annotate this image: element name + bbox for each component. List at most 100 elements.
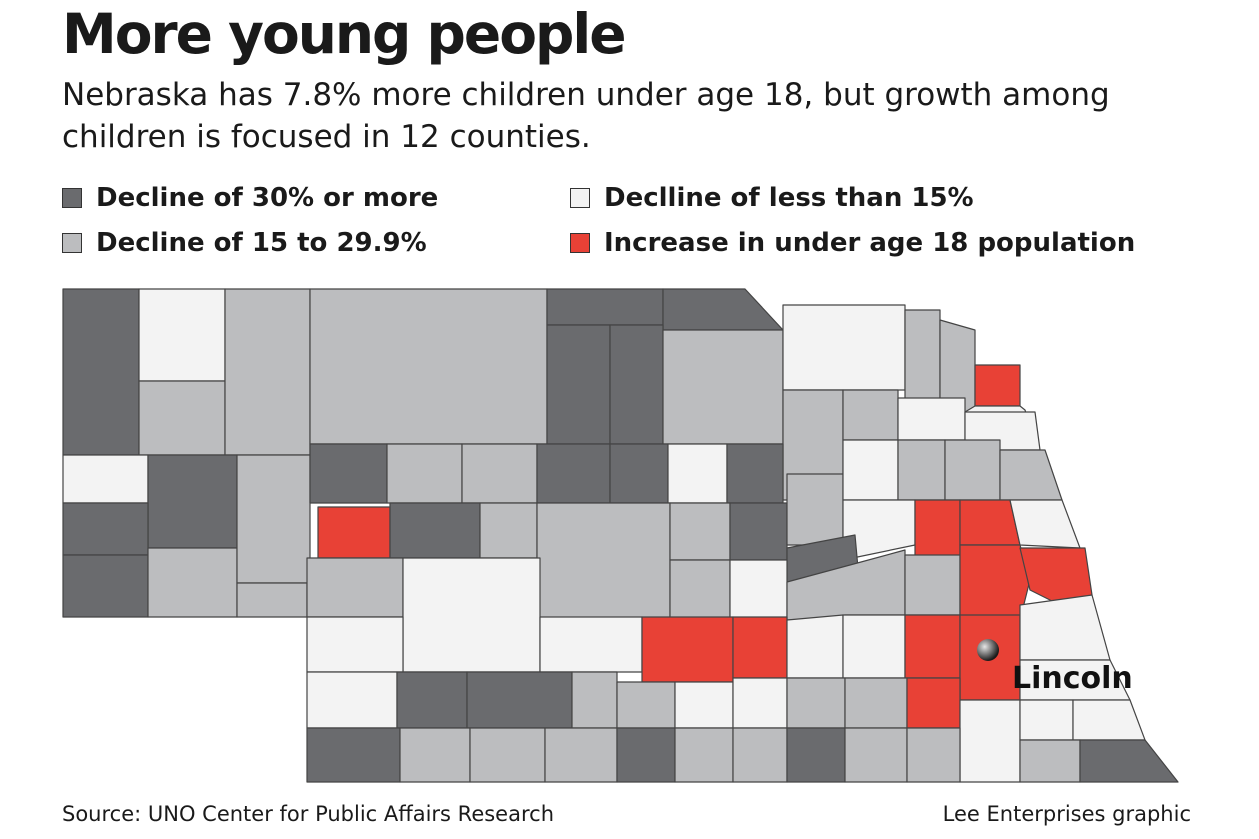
county-region [906, 677, 961, 729]
credit-note: Lee Enterprises graphic [942, 802, 1191, 826]
county-region [674, 681, 734, 729]
county-region [732, 677, 788, 729]
county-region [317, 506, 391, 559]
county-region [306, 727, 401, 783]
county-region [62, 288, 140, 456]
county-region [906, 727, 961, 783]
county-region [1072, 699, 1146, 741]
county-region [786, 727, 846, 783]
county-region [729, 502, 788, 561]
county-region [1019, 699, 1074, 741]
county-region [609, 324, 664, 445]
county-region [641, 616, 734, 683]
county-region [479, 502, 538, 559]
county-region [236, 582, 308, 618]
legend-swatch-light [570, 188, 590, 208]
county-region [726, 443, 784, 504]
county-region [461, 443, 538, 504]
county-region [904, 554, 961, 616]
county-region [974, 364, 1021, 407]
county-region [389, 502, 481, 559]
county-region [842, 614, 906, 679]
legend-swatch-dark [62, 188, 82, 208]
county-region [897, 439, 946, 501]
county-region [1009, 499, 1081, 549]
county-region [786, 677, 846, 729]
county-region [1019, 594, 1111, 661]
county-region [609, 443, 669, 504]
county-region [1019, 739, 1081, 783]
county-region [306, 557, 404, 618]
county-region [732, 727, 788, 783]
county-region [399, 727, 471, 783]
county-region [306, 671, 398, 729]
county-region [147, 547, 238, 618]
legend-label: Increase in under age 18 population [604, 228, 1136, 258]
lincoln-marker: Lincoln [977, 639, 1133, 696]
county-region [147, 454, 238, 549]
legend-label: Decline of 30% or more [96, 183, 439, 213]
county-region [999, 449, 1063, 501]
legend-swatch-medium [62, 233, 82, 253]
county-region [62, 554, 149, 618]
county-region [897, 397, 966, 441]
county-region [539, 616, 643, 673]
county-region [62, 454, 149, 504]
county-region [844, 727, 908, 783]
county-region [844, 677, 908, 729]
county-region [782, 304, 906, 391]
county-region [138, 288, 226, 382]
city-dot-icon [977, 639, 999, 661]
county-region [224, 288, 311, 456]
legend-swatch-red [570, 233, 590, 253]
county-region [536, 443, 611, 504]
page-title: More young people [62, 2, 627, 66]
nebraska-county-map: Lincoln [62, 288, 1179, 783]
county-region [959, 544, 1031, 621]
county-region [536, 502, 671, 621]
county-region [669, 559, 731, 621]
city-label: Lincoln [1012, 661, 1133, 696]
source-note: Source: UNO Center for Public Affairs Re… [62, 802, 555, 826]
county-region [546, 324, 611, 445]
county-region [662, 288, 784, 331]
county-region [544, 727, 618, 783]
county-region [138, 380, 226, 456]
county-region [904, 309, 941, 413]
legend-item-decline-less-15: Declline of less than 15% [570, 183, 974, 213]
county-region [396, 671, 468, 729]
county-region [786, 473, 844, 546]
county-region [309, 443, 388, 504]
county-region [469, 727, 546, 783]
county-region [842, 389, 899, 441]
county-region [62, 502, 149, 556]
county-region [616, 727, 676, 783]
county-region [1079, 739, 1179, 783]
county-region [662, 329, 784, 445]
county-region [729, 559, 788, 621]
county-region [732, 616, 788, 679]
county-region [914, 499, 961, 559]
legend-item-decline-30: Decline of 30% or more [62, 183, 438, 213]
county-region [546, 288, 664, 326]
legend-item-decline-15-30: Decline of 15 to 29.9% [62, 228, 427, 258]
county-region [236, 454, 311, 584]
county-region [616, 681, 676, 729]
legend-label: Declline of less than 15% [604, 183, 974, 213]
page-subtitle: Nebraska has 7.8% more children under ag… [62, 77, 1110, 155]
legend-item-increase: Increase in under age 18 population [570, 228, 1135, 258]
county-region [309, 288, 548, 445]
county-region [571, 671, 618, 729]
county-region [667, 443, 728, 504]
county-region [959, 699, 1021, 783]
county-region [842, 439, 899, 501]
county-region [306, 616, 404, 673]
county-region [944, 439, 1001, 501]
county-region [386, 443, 463, 504]
county-region [402, 557, 541, 673]
county-region [904, 614, 961, 679]
county-region [786, 614, 844, 679]
legend-label: Decline of 15 to 29.9% [96, 228, 427, 258]
county-region [466, 671, 573, 729]
county-region [674, 727, 734, 783]
